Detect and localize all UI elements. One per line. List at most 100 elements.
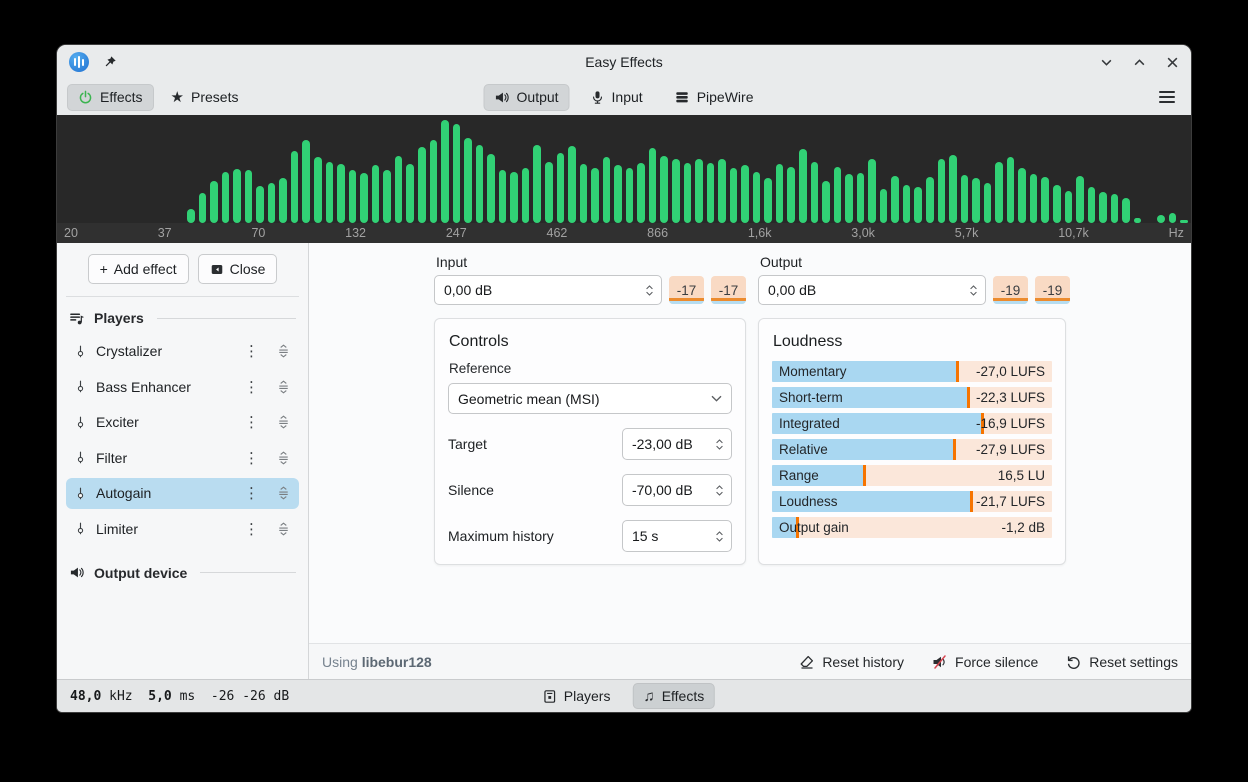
- presets-label: Presets: [191, 89, 239, 105]
- reset-history-icon: [799, 654, 815, 670]
- control-spinbox[interactable]: -70,00 dB: [621, 474, 732, 506]
- effects-toggle-button[interactable]: Effects: [67, 83, 154, 111]
- loudness-row-loudness: Loudness -21,7 LUFS: [771, 491, 1052, 512]
- output-gain-stepper[interactable]: [963, 284, 978, 296]
- effect-item-crystalizer[interactable]: Crystalizer ⋮: [66, 336, 299, 367]
- drag-handle-icon[interactable]: [276, 450, 291, 466]
- power-icon: [78, 90, 93, 105]
- loudness-bar-fill: [771, 465, 865, 486]
- frequency-tick-label: 70: [251, 226, 266, 240]
- autogain-plugin-panel: Input 0,00 dB -17 -17: [309, 243, 1191, 643]
- tab-output[interactable]: Output: [483, 83, 570, 111]
- loudness-rows: Momentary -27,0 LUFS Short-term -22,3 LUFS I…: [771, 361, 1052, 538]
- effect-item-filter[interactable]: Filter ⋮: [66, 442, 299, 473]
- control-row-maximum-history: Maximum history 15 s: [448, 520, 732, 552]
- loudness-bar-marker: [966, 387, 970, 408]
- spectrum-bar: [926, 177, 934, 223]
- loudness-bar-marker: [863, 465, 867, 486]
- spectrum-bar: [995, 161, 1003, 223]
- loudness-value: -27,9 LUFS: [975, 442, 1045, 457]
- spectrum-bar: [441, 120, 449, 223]
- more-menu-icon[interactable]: ⋮: [244, 414, 259, 431]
- effect-item-label: Autogain: [96, 485, 152, 501]
- spectrum-bar: [671, 159, 680, 223]
- add-effect-button[interactable]: + Add effect: [87, 254, 189, 284]
- tab-input[interactable]: Input: [580, 84, 654, 111]
- presets-button[interactable]: ★ Presets: [160, 84, 250, 111]
- fader-icon: [74, 415, 87, 430]
- loudness-value: -22,3 LUFS: [975, 390, 1045, 405]
- loudness-card: Loudness Momentary -27,0 LUFS Short-term -2…: [757, 318, 1066, 565]
- spectrum-bar: [1168, 213, 1177, 223]
- loudness-label: Output gain: [778, 520, 849, 535]
- spectrum-bar: [879, 189, 888, 223]
- spectrum-bar: [233, 168, 241, 223]
- effects-tab[interactable]: ♫ Effects: [632, 683, 716, 709]
- close-button[interactable]: [1166, 56, 1179, 69]
- maximize-button[interactable]: [1133, 56, 1146, 69]
- spectrum-bar: [383, 170, 391, 223]
- frequency-tick-label: Hz: [1168, 226, 1184, 240]
- loudness-row-integrated: Integrated -16,9 LUFS: [771, 413, 1052, 434]
- reset-settings-button[interactable]: Reset settings: [1066, 654, 1178, 670]
- spectrum-bar: [625, 167, 634, 223]
- effect-item-limiter[interactable]: Limiter ⋮: [66, 513, 299, 544]
- more-menu-icon[interactable]: ⋮: [244, 449, 259, 467]
- spectrum-bar: [914, 186, 923, 223]
- drag-handle-icon[interactable]: [276, 521, 291, 537]
- more-menu-icon[interactable]: ⋮: [244, 520, 259, 538]
- force-silence-button[interactable]: Force silence: [932, 654, 1038, 670]
- drag-handle-icon[interactable]: [276, 379, 291, 395]
- input-gain-spinbox[interactable]: 0,00 dB: [434, 275, 662, 305]
- loudness-row-range: Range 16,5 LU: [771, 465, 1052, 486]
- more-menu-icon[interactable]: ⋮: [244, 343, 259, 360]
- control-spinbox[interactable]: 15 s: [621, 520, 732, 552]
- drag-handle-icon[interactable]: [276, 343, 291, 359]
- output-level-badge: -19: [1035, 276, 1070, 304]
- level-value: -19: [1042, 282, 1063, 298]
- pin-icon[interactable]: [103, 55, 117, 69]
- value-stepper[interactable]: [709, 438, 724, 450]
- spectrum-bar: [833, 166, 842, 223]
- drag-handle-icon[interactable]: [276, 485, 291, 501]
- input-level-badge: -17: [711, 276, 746, 304]
- spectrum-bar: [314, 157, 322, 223]
- spectrum-bar: [1018, 167, 1026, 223]
- spectrum-bar: [856, 173, 865, 223]
- close-pane-button[interactable]: Close: [197, 254, 278, 284]
- tab-pipewire-label: PipeWire: [696, 89, 754, 105]
- control-row-target: Target -23,00 dB: [448, 428, 732, 460]
- app-icon[interactable]: [69, 52, 89, 72]
- spectrum-bar: [521, 167, 530, 223]
- level-value: -19: [1000, 282, 1021, 298]
- effect-item-autogain[interactable]: Autogain ⋮: [66, 477, 299, 509]
- frequency-tick-label: 20: [64, 226, 78, 240]
- spectrum-bar: [718, 159, 726, 223]
- input-gain-stepper[interactable]: [639, 284, 654, 296]
- effect-item-exciter[interactable]: Exciter ⋮: [66, 407, 299, 438]
- menu-button[interactable]: [1153, 85, 1181, 109]
- minimize-button[interactable]: [1100, 56, 1113, 69]
- more-menu-icon[interactable]: ⋮: [244, 378, 259, 396]
- more-menu-icon[interactable]: ⋮: [244, 485, 259, 502]
- value-stepper[interactable]: [709, 530, 724, 542]
- effect-item-bass-enhancer[interactable]: Bass Enhancer ⋮: [66, 371, 299, 402]
- reference-select[interactable]: Geometric mean (MSI): [448, 383, 732, 414]
- plugin-footer: Using libebur128 Reset history Force sil…: [309, 643, 1191, 679]
- spectrum-bar: [799, 148, 807, 223]
- spectrum-bar: [429, 140, 438, 223]
- loudness-label: Short-term: [778, 390, 843, 405]
- spectrum-bar: [614, 164, 622, 223]
- reset-history-button[interactable]: Reset history: [799, 654, 904, 670]
- control-spinbox[interactable]: -23,00 dB: [621, 428, 732, 460]
- loudness-label: Loudness: [778, 494, 838, 509]
- output-gain-spinbox[interactable]: 0,00 dB: [758, 275, 986, 305]
- spectrum-bar: [902, 184, 911, 223]
- drag-handle-icon[interactable]: [276, 414, 291, 430]
- reset-history-label: Reset history: [822, 653, 905, 670]
- players-tab[interactable]: Players: [533, 683, 621, 709]
- spectrum-bar: [706, 162, 715, 223]
- tab-pipewire[interactable]: PipeWire: [664, 84, 765, 111]
- value-stepper[interactable]: [709, 484, 724, 496]
- control-row-silence: Silence -70,00 dB: [448, 474, 732, 506]
